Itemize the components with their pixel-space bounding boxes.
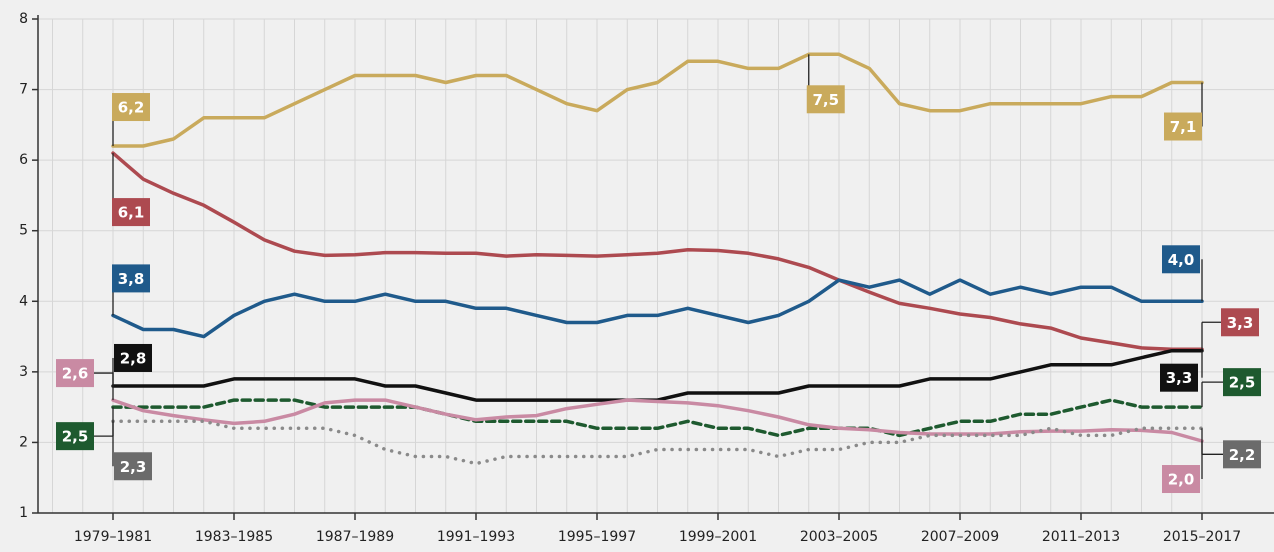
x-tick-label: 1983–1985 — [195, 529, 273, 545]
x-tick-label: 1995–1997 — [558, 529, 636, 545]
series-line — [111, 52, 1204, 148]
label-box — [1160, 363, 1198, 392]
value-label: 2,3 — [112, 421, 152, 481]
value-label-text: 2,8 — [120, 349, 147, 367]
x-tick-label: 2011–2013 — [1042, 529, 1120, 545]
y-tick-label: 1 — [19, 505, 28, 521]
value-label-text: 2,5 — [1229, 374, 1256, 392]
label-box — [1162, 245, 1200, 274]
value-label-text: 6,1 — [118, 204, 145, 222]
series-line — [111, 151, 1204, 352]
label-box — [56, 422, 94, 451]
x-tick-label: 2003–2005 — [800, 529, 878, 545]
y-tick-label: 7 — [19, 82, 28, 98]
value-label-text: 4,0 — [1168, 251, 1195, 269]
x-tick-label: 2015–2017 — [1163, 529, 1241, 545]
value-label: 3,8 — [112, 264, 150, 316]
series-line — [111, 419, 1204, 466]
y-tick-label: 8 — [19, 11, 28, 27]
value-label-text: 2,0 — [1168, 471, 1195, 489]
series-line — [111, 278, 1204, 339]
label-box — [112, 198, 150, 227]
value-label: 3,3 — [1160, 350, 1203, 392]
label-box — [1221, 308, 1259, 337]
value-label: 2,5 — [1201, 368, 1261, 408]
value-label-text: 2,2 — [1229, 446, 1256, 464]
value-label: 2,8 — [112, 343, 152, 386]
x-tick-label: 1987–1989 — [316, 529, 394, 545]
label-box — [112, 264, 150, 293]
value-label-text: 7,1 — [1170, 118, 1197, 136]
value-label: 6,2 — [112, 93, 150, 147]
value-label-text: 2,5 — [62, 428, 89, 446]
value-label-text: 2,3 — [120, 458, 147, 476]
x-tick-label: 1991–1993 — [437, 529, 515, 545]
series-line — [111, 398, 1204, 443]
y-tick-label: 2 — [19, 434, 28, 450]
value-label: 3,3 — [1201, 308, 1259, 350]
y-tick-label: 3 — [19, 364, 28, 380]
value-label: 7,5 — [806, 54, 845, 114]
label-box — [1223, 368, 1261, 397]
value-label-text: 3,3 — [1227, 314, 1254, 332]
value-label: 7,1 — [1164, 82, 1203, 141]
x-tick-label: 1979–1981 — [74, 529, 152, 545]
label-box — [806, 85, 845, 114]
value-label-text: 3,3 — [1166, 369, 1193, 387]
value-label: 2,5 — [56, 407, 114, 451]
value-label: 4,0 — [1162, 245, 1203, 302]
y-tick-label: 5 — [19, 223, 28, 239]
value-label-text: 3,8 — [118, 270, 145, 288]
x-tick-label: 1999–2001 — [679, 529, 757, 545]
y-tick-label: 4 — [19, 293, 28, 309]
value-label: 2,2 — [1201, 428, 1261, 469]
value-label: 2,0 — [1162, 441, 1203, 494]
label-box — [1223, 440, 1261, 469]
y-tick-label: 6 — [19, 152, 28, 168]
x-tick-label: 2007–2009 — [921, 529, 999, 545]
value-label-text: 2,6 — [62, 365, 89, 383]
value-label-text: 6,2 — [118, 99, 145, 117]
label-box — [112, 93, 150, 122]
value-label: 2,6 — [56, 359, 114, 401]
series-line — [111, 398, 1204, 438]
label-box — [114, 452, 152, 481]
label-box — [1162, 465, 1200, 494]
label-box — [56, 359, 94, 388]
value-label-text: 7,5 — [812, 91, 839, 109]
label-box — [114, 343, 152, 372]
label-box — [1164, 112, 1202, 141]
value-label: 6,1 — [112, 153, 150, 227]
